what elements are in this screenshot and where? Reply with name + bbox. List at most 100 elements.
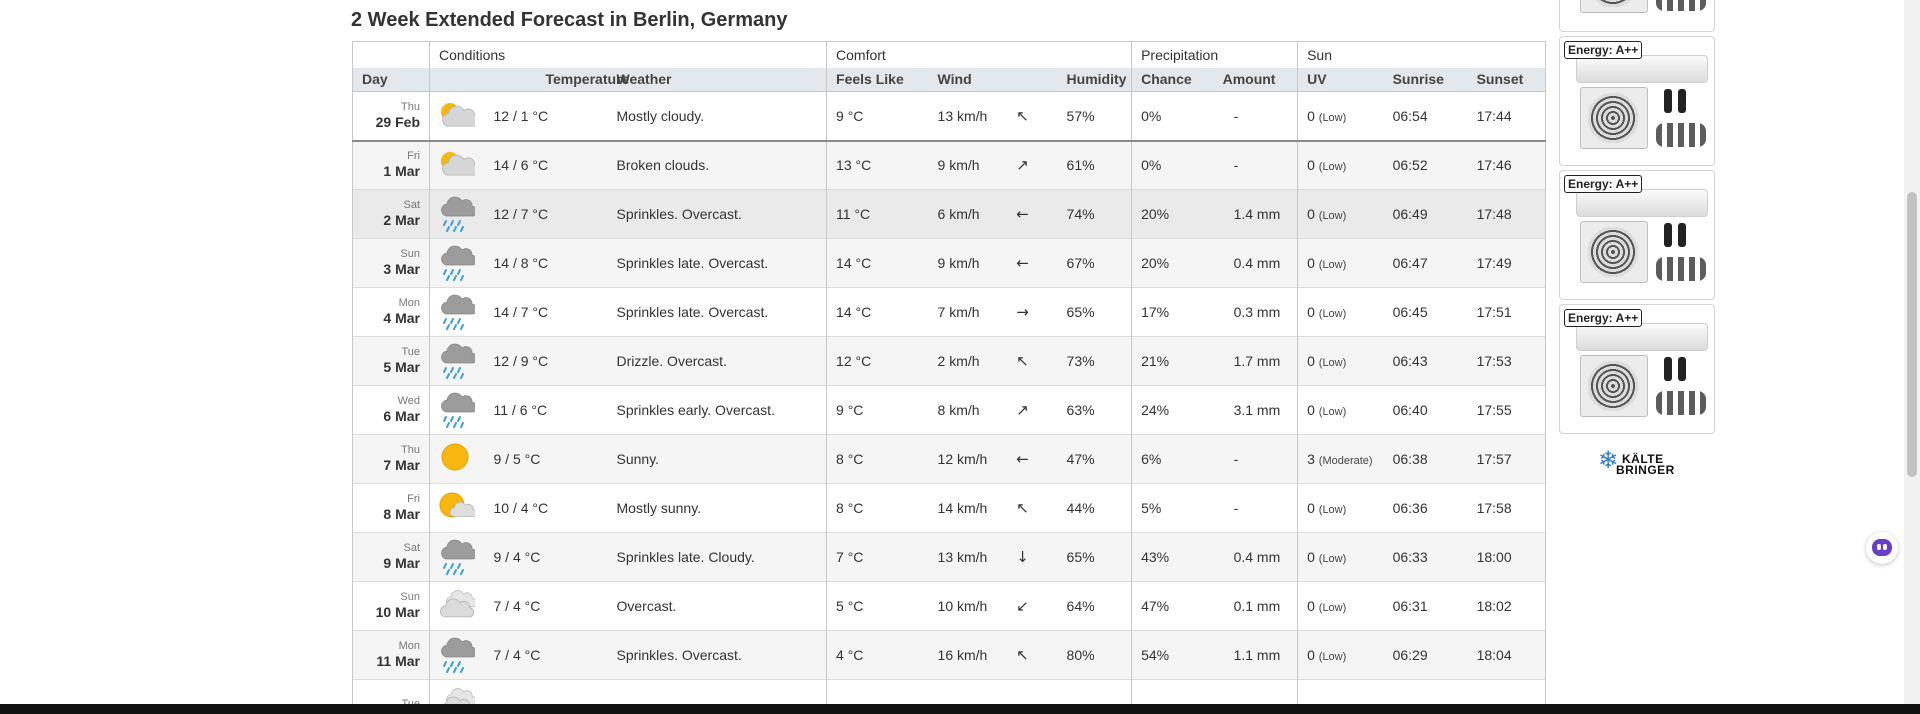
day-cell: Fri 8 Mar bbox=[352, 483, 430, 533]
weather-description: Sunny. bbox=[616, 451, 660, 467]
page-scrollbar[interactable] bbox=[1904, 0, 1920, 714]
uv-label: (Low) bbox=[1318, 161, 1347, 174]
header-wind[interactable]: Wind bbox=[928, 67, 1004, 92]
wind-speed: 12 km/h bbox=[937, 451, 988, 467]
feels-like: 5 °C bbox=[826, 581, 929, 631]
west-arrow-icon: ← bbox=[1016, 254, 1029, 272]
weather-icon-cell bbox=[429, 140, 485, 190]
weather-icon-cell bbox=[429, 630, 485, 680]
remote-control-image bbox=[1678, 357, 1686, 381]
uv-value: 0 bbox=[1307, 549, 1315, 565]
weather-icon-cell bbox=[429, 238, 485, 288]
weather-description: Broken clouds. bbox=[616, 157, 710, 174]
uv-value: 0 bbox=[1307, 157, 1315, 174]
uv-index-cell: 0 (Low) bbox=[1297, 581, 1390, 631]
wind-speed: 10 km/h bbox=[937, 598, 988, 614]
header-amount[interactable]: Amount bbox=[1213, 67, 1298, 92]
rain-cloud-icon bbox=[437, 343, 485, 379]
temperature: 14 / 7 °C bbox=[493, 304, 549, 320]
uv-label: (Low) bbox=[1318, 651, 1347, 663]
weather-description: Sprinkles late. Cloudy. bbox=[616, 549, 755, 565]
forecast-table: Conditions Comfort Precipitation Sun Day… bbox=[352, 41, 1547, 714]
uv-index-cell: 0 (Low) bbox=[1297, 91, 1390, 141]
precip-amount: 3.1 mm bbox=[1233, 402, 1281, 418]
wind-direction-cell: ↗ bbox=[1004, 141, 1047, 190]
day-date: 2 Mar bbox=[383, 212, 420, 228]
day-of-week: Fri bbox=[407, 493, 420, 505]
feels-like: 13 °C bbox=[826, 140, 929, 190]
weather-icon-cell bbox=[429, 189, 485, 239]
forecast-body: Thu 29 Feb 12 / 1 °C Mostly cloudy. 9 °C… bbox=[352, 91, 1547, 714]
wind-direction-cell: ↖ bbox=[1004, 337, 1047, 386]
weather-description: Sprinkles late. Overcast. bbox=[616, 255, 769, 271]
air-conditioner-ad[interactable] bbox=[1559, 0, 1715, 32]
header-feels-like[interactable]: Feels Like bbox=[826, 67, 929, 92]
sunrise: 06:54 bbox=[1392, 107, 1428, 124]
header-day[interactable]: Day bbox=[352, 67, 430, 92]
fan-grill-image bbox=[1588, 227, 1638, 277]
day-of-week: Mon bbox=[398, 297, 420, 309]
sunset: 17:46 bbox=[1471, 140, 1547, 190]
west-arrow-icon: ← bbox=[1016, 205, 1029, 223]
overcast-icon bbox=[437, 588, 485, 624]
sunset: 18:04 bbox=[1471, 630, 1547, 680]
group-day-spacer bbox=[352, 41, 430, 68]
weather-description: Sprinkles late. Overcast. bbox=[616, 304, 769, 320]
precip-chance: 0% bbox=[1131, 140, 1214, 190]
feels-like: 9 °C bbox=[826, 385, 929, 435]
header-uv[interactable]: UV bbox=[1297, 67, 1390, 92]
precip-chance: 24% bbox=[1131, 385, 1214, 435]
uv-index-cell: 0 (Low) bbox=[1297, 336, 1390, 386]
uv-index-cell: 0 (Low) bbox=[1297, 287, 1390, 337]
feels-like: 14 °C bbox=[826, 238, 929, 288]
day-cell: Sat 2 Mar bbox=[352, 189, 430, 239]
brand-logo[interactable]: ❄ KÄLTE BRINGER bbox=[1598, 448, 1678, 484]
header-chance[interactable]: Chance bbox=[1131, 67, 1214, 92]
forecast-row: Sat 2 Mar 12 / 7 °C Sprinkles. Overcast.… bbox=[352, 189, 1547, 239]
feels-like: 14 °C bbox=[826, 287, 929, 337]
temperature: 7 / 4 °C bbox=[493, 598, 541, 614]
wind-speed: 8 km/h bbox=[937, 402, 980, 418]
scrollbar-thumb[interactable] bbox=[1907, 192, 1917, 477]
header-temperature[interactable]: Temperature bbox=[484, 67, 629, 92]
header-sunset[interactable]: Sunset bbox=[1471, 67, 1547, 92]
installation-parts-image bbox=[1656, 0, 1706, 11]
weather-description: Sprinkles. Overcast. bbox=[616, 206, 742, 222]
precip-chance: 20% bbox=[1131, 189, 1214, 239]
feels-like: 8 °C bbox=[826, 483, 929, 533]
air-conditioner-ad[interactable]: Energy: A++ bbox=[1559, 36, 1715, 166]
humidity: 44% bbox=[1066, 500, 1095, 516]
weather-icon-cell bbox=[429, 336, 485, 386]
precip-chance: 47% bbox=[1131, 581, 1214, 631]
forecast-row: Wed 6 Mar 11 / 6 °C Sprinkles early. Ove… bbox=[352, 385, 1547, 435]
uv-index-cell: 0 (Low) bbox=[1297, 238, 1390, 288]
wind-direction-cell: → bbox=[1004, 288, 1047, 337]
indoor-unit-image bbox=[1576, 323, 1708, 351]
wind-speed: 9 km/h bbox=[937, 255, 980, 271]
day-date: 10 Mar bbox=[375, 604, 420, 620]
assistant-bubble-button[interactable] bbox=[1866, 532, 1898, 564]
header-weather[interactable]: Weather bbox=[607, 67, 827, 92]
day-of-week: Wed bbox=[397, 395, 420, 407]
header-humidity[interactable]: Humidity bbox=[1046, 67, 1132, 92]
remote-control-image bbox=[1678, 89, 1686, 113]
energy-badge: Energy: A++ bbox=[1564, 309, 1643, 327]
header-sunrise[interactable]: Sunrise bbox=[1389, 67, 1472, 92]
day-of-week: Thu bbox=[401, 444, 420, 456]
day-of-week: Sun bbox=[400, 248, 420, 260]
day-date: 5 Mar bbox=[383, 359, 420, 375]
weather-icon-cell bbox=[429, 434, 485, 484]
wind-direction-cell: ← bbox=[1004, 190, 1047, 239]
sunset: 17:58 bbox=[1471, 483, 1547, 533]
air-conditioner-ad[interactable]: Energy: A++ bbox=[1559, 170, 1715, 300]
sunset: 18:02 bbox=[1471, 581, 1547, 631]
uv-label: (Low) bbox=[1318, 553, 1347, 565]
air-conditioner-ad[interactable]: Energy: A++ bbox=[1559, 304, 1715, 434]
column-group-row: Conditions Comfort Precipitation Sun bbox=[352, 41, 1547, 68]
day-cell: Mon 4 Mar bbox=[352, 287, 430, 337]
sunrise: 06:52 bbox=[1392, 157, 1428, 174]
sunset: 17:49 bbox=[1471, 238, 1547, 288]
forecast-row: Sun 3 Mar 14 / 8 °C Sprinkles late. Over… bbox=[352, 238, 1547, 288]
sunset: 17:57 bbox=[1471, 434, 1547, 484]
rain-cloud-icon bbox=[437, 637, 485, 673]
